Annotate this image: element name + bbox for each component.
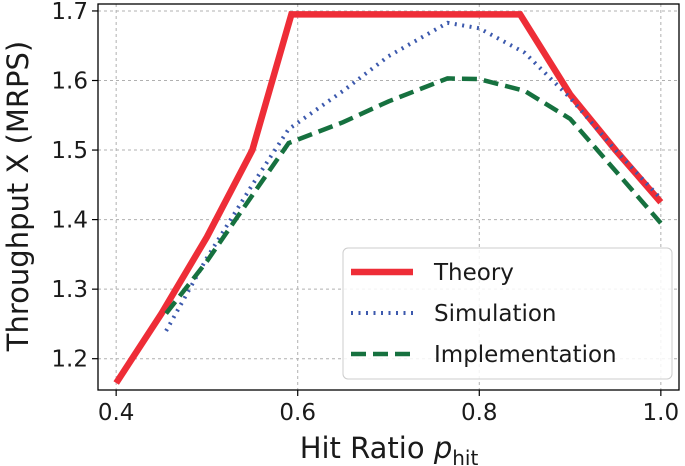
y-axis-label: Throughput X (MRPS) — [1, 41, 35, 352]
y-tick-label: 1.2 — [51, 347, 88, 373]
x-axis-label: Hit Ratio phit — [300, 431, 479, 466]
legend-label-theory: Theory — [433, 260, 514, 286]
legend-label-implementation: Implementation — [434, 342, 617, 368]
y-tick-label: 1.3 — [51, 277, 88, 303]
ticks: 0.4 0.6 0.8 1.0 1.2 1.3 1.4 1.5 1.6 1.7 — [51, 0, 679, 426]
series-line-theory — [113, 11, 664, 385]
y-tick-label: 1.5 — [51, 138, 88, 164]
x-tick-label: 1.0 — [643, 400, 680, 426]
legend-box — [342, 247, 673, 380]
y-tick-label: 1.7 — [51, 0, 88, 25]
legend-label-simulation: Simulation — [434, 301, 557, 327]
series-layer — [113, 11, 664, 385]
x-tick-label: 0.6 — [279, 400, 316, 426]
x-tick-label: 0.8 — [461, 400, 498, 426]
x-tick-label: 0.4 — [98, 400, 135, 426]
x-axis-label-subscript: hit — [452, 446, 478, 466]
plot-frame — [97, 3, 680, 391]
y-tick-label: 1.4 — [51, 208, 88, 234]
y-tick-label: 1.6 — [51, 69, 88, 95]
series-line-implementation — [164, 76, 663, 315]
legend: Theory Simulation Implementation — [342, 247, 673, 380]
x-axis-label-text: Hit Ratio — [300, 431, 434, 465]
x-axis-label-symbol: p — [433, 431, 452, 465]
